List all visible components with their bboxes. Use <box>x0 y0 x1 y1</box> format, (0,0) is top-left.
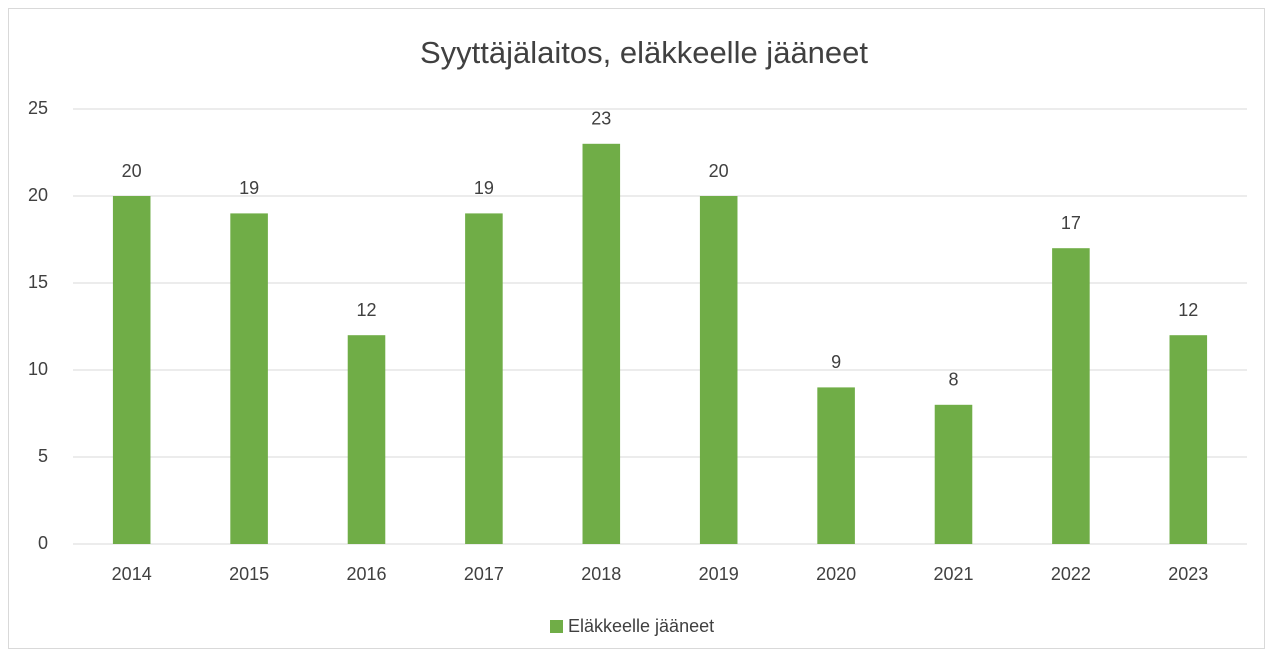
bar <box>1169 335 1208 544</box>
legend-swatch <box>550 620 563 633</box>
data-label: 20 <box>122 161 142 181</box>
y-tick-label: 25 <box>28 98 48 118</box>
x-tick-label: 2014 <box>112 564 152 584</box>
data-label: 19 <box>239 178 259 198</box>
data-label: 12 <box>1178 300 1198 320</box>
bar <box>112 196 151 544</box>
legend-label: Eläkkeelle jääneet <box>568 616 714 636</box>
x-tick-label: 2016 <box>346 564 386 584</box>
x-tick-label: 2022 <box>1051 564 1091 584</box>
bar <box>817 387 855 544</box>
data-label: 23 <box>591 109 611 129</box>
y-tick-label: 5 <box>38 446 48 466</box>
y-tick-label: 15 <box>28 272 48 292</box>
x-tick-label: 2020 <box>816 564 856 584</box>
bar <box>699 196 738 544</box>
bar <box>230 213 268 544</box>
x-tick-label: 2019 <box>699 564 739 584</box>
bar <box>1052 248 1090 544</box>
data-label: 20 <box>709 161 729 181</box>
x-tick-label: 2023 <box>1168 564 1208 584</box>
x-tick-label: 2015 <box>229 564 269 584</box>
y-tick-label: 10 <box>28 359 48 379</box>
data-label: 19 <box>474 178 494 198</box>
data-label: 8 <box>948 370 958 390</box>
bar <box>934 404 973 544</box>
bar <box>582 143 621 545</box>
x-tick-label: 2021 <box>933 564 973 584</box>
x-tick-label: 2018 <box>581 564 621 584</box>
chart-title: Syyttäjälaitos, eläkkeelle jääneet <box>420 35 868 70</box>
y-tick-label: 0 <box>38 533 48 553</box>
x-tick-label: 2017 <box>464 564 504 584</box>
data-label: 17 <box>1061 213 1081 233</box>
bar <box>347 335 386 544</box>
y-tick-label: 20 <box>28 185 48 205</box>
data-label: 9 <box>831 352 841 372</box>
data-label: 12 <box>356 300 376 320</box>
bar <box>465 213 503 544</box>
